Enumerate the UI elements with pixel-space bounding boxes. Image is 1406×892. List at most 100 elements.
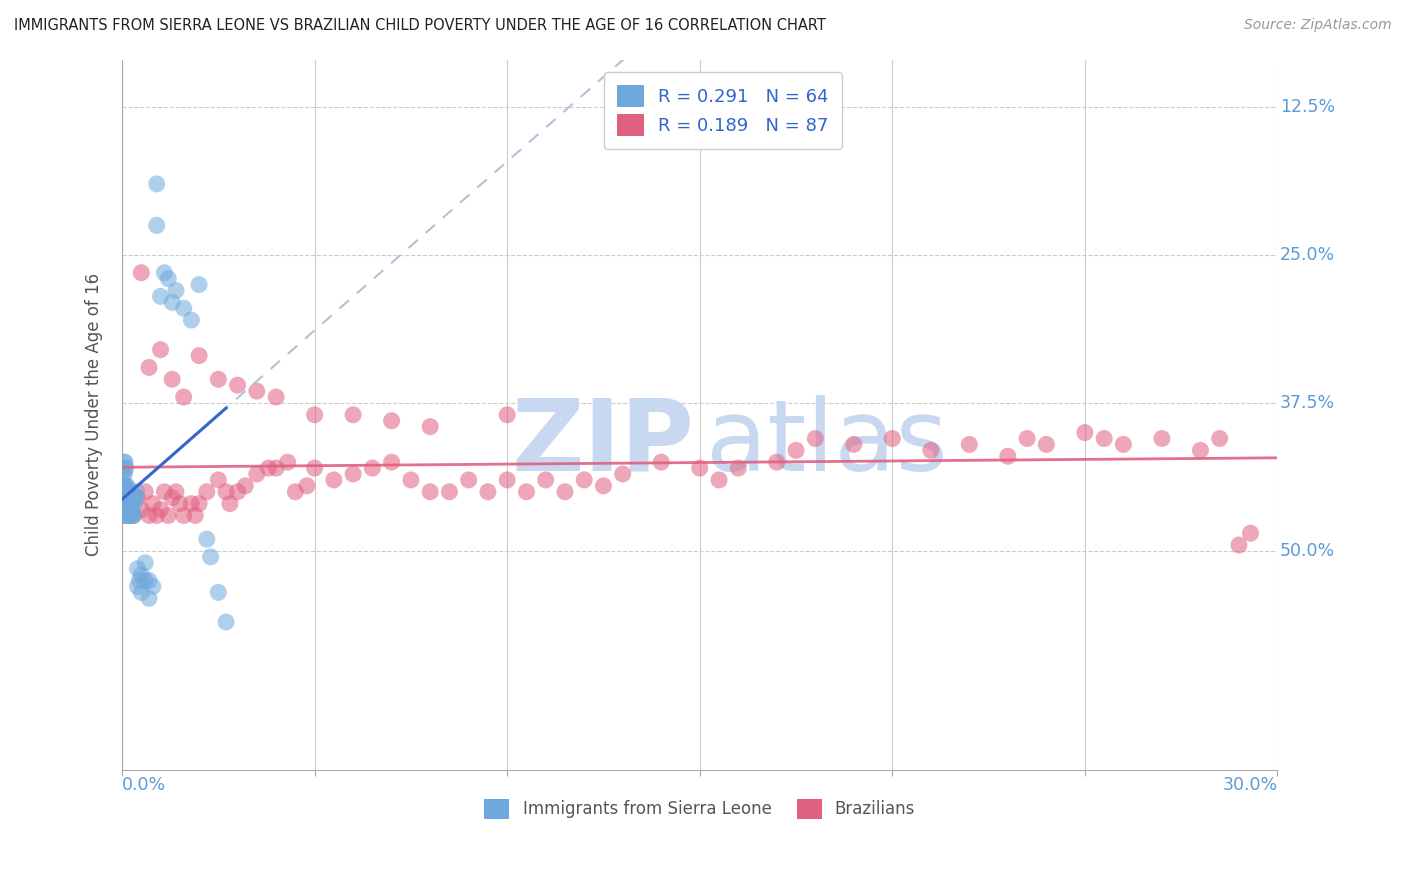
Point (304, 408, 326, 422)
Text: 37.5%: 37.5% (1279, 394, 1334, 412)
Point (134, 574, 156, 588)
Point (121, 502, 143, 516)
Point (574, 473, 596, 487)
Point (120, 508, 142, 523)
Text: 12.5%: 12.5% (1279, 98, 1334, 116)
Point (115, 508, 138, 523)
Point (284, 484, 307, 499)
Point (246, 467, 269, 481)
Point (173, 301, 195, 316)
Point (115, 502, 138, 516)
Point (612, 467, 634, 481)
Point (592, 479, 614, 493)
Point (257, 461, 280, 475)
Point (180, 497, 202, 511)
Point (134, 556, 156, 570)
Point (138, 508, 160, 523)
Point (707, 473, 730, 487)
Point (381, 455, 404, 469)
Point (457, 473, 479, 487)
Point (534, 473, 557, 487)
Point (127, 562, 149, 576)
Text: 0.0%: 0.0% (122, 776, 166, 794)
Point (112, 467, 135, 481)
Point (128, 574, 150, 588)
Point (1208, 432, 1230, 446)
Point (138, 360, 160, 375)
Point (1227, 538, 1250, 552)
Point (477, 484, 499, 499)
Point (112, 491, 135, 505)
Point (173, 508, 195, 523)
Point (115, 479, 138, 493)
Y-axis label: Child Poverty Under the Age of 16: Child Poverty Under the Age of 16 (86, 273, 103, 557)
Point (122, 491, 145, 505)
Point (121, 508, 143, 523)
Point (115, 491, 138, 505)
Text: Source: ZipAtlas.com: Source: ZipAtlas.com (1244, 18, 1392, 32)
Text: 50.0%: 50.0% (1279, 542, 1334, 560)
Point (264, 390, 287, 404)
Point (207, 473, 229, 487)
Point (1189, 443, 1212, 458)
Point (804, 432, 827, 446)
Point (117, 502, 139, 516)
Point (1035, 437, 1057, 451)
Point (112, 497, 135, 511)
Point (419, 484, 441, 499)
Point (554, 484, 576, 499)
Point (304, 461, 326, 475)
Point (121, 491, 143, 505)
Point (439, 484, 461, 499)
Point (127, 491, 149, 505)
Text: 25.0%: 25.0% (1279, 246, 1334, 264)
Point (1074, 425, 1097, 440)
Point (1239, 526, 1261, 541)
Point (496, 473, 519, 487)
Point (142, 579, 165, 593)
Point (117, 502, 139, 516)
Point (165, 284, 187, 298)
Point (157, 271, 180, 285)
Point (153, 266, 176, 280)
Point (120, 497, 142, 511)
Point (650, 455, 672, 469)
Point (115, 479, 138, 493)
Point (112, 479, 135, 493)
Point (515, 484, 537, 499)
Point (264, 461, 287, 475)
Point (114, 461, 136, 475)
Point (322, 473, 344, 487)
Point (120, 502, 142, 516)
Point (173, 390, 195, 404)
Point (118, 508, 141, 523)
Point (1092, 432, 1115, 446)
Point (765, 455, 787, 469)
Point (138, 574, 160, 588)
Point (149, 343, 172, 357)
Point (114, 455, 136, 469)
Point (117, 502, 139, 516)
Point (124, 497, 146, 511)
Point (160, 295, 183, 310)
Point (1112, 437, 1135, 451)
Point (842, 437, 865, 451)
Point (115, 497, 138, 511)
Point (188, 277, 211, 292)
Point (1150, 432, 1173, 446)
Point (118, 497, 141, 511)
Point (207, 585, 229, 599)
Point (122, 508, 145, 523)
Point (399, 473, 422, 487)
Point (117, 491, 139, 505)
Point (131, 585, 153, 599)
Point (215, 615, 238, 629)
Point (215, 484, 238, 499)
Point (1017, 432, 1039, 446)
Point (120, 484, 142, 499)
Point (131, 266, 153, 280)
Point (122, 508, 145, 523)
Point (118, 491, 141, 505)
Point (496, 408, 519, 422)
Text: IMMIGRANTS FROM SIERRA LEONE VS BRAZILIAN CHILD POVERTY UNDER THE AGE OF 16 CORR: IMMIGRANTS FROM SIERRA LEONE VS BRAZILIA… (14, 18, 825, 33)
